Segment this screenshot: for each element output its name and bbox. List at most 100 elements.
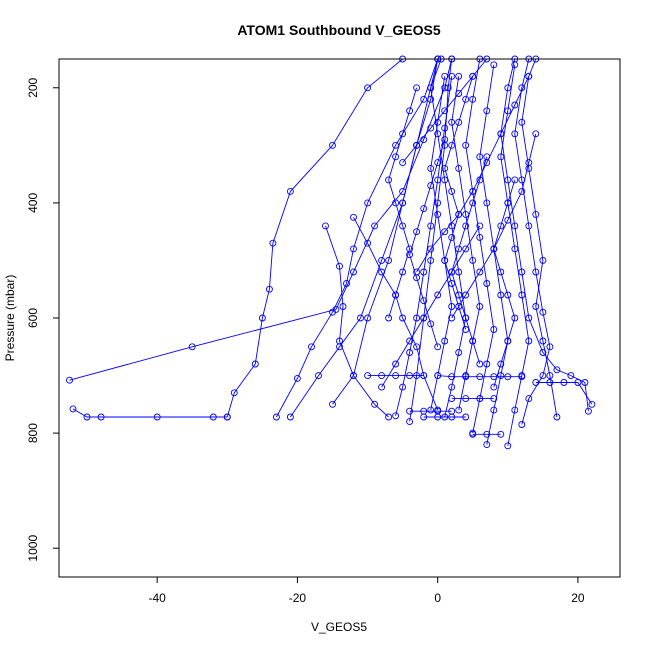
series-line: [226, 58, 403, 418]
data-point: [497, 130, 505, 138]
x-tick-label: -20: [289, 591, 307, 605]
data-point: [532, 268, 540, 276]
data-point: [434, 372, 442, 380]
series-line: [72, 408, 228, 418]
data-point: [476, 176, 484, 184]
data-point: [420, 95, 428, 103]
chart-title: ATOM1 Southbound V_GEOS5: [237, 22, 440, 38]
data-point: [392, 199, 400, 207]
data-point: [497, 372, 505, 380]
data-point: [532, 130, 540, 138]
data-point: [525, 72, 533, 80]
data-point: [483, 430, 491, 438]
data-point: [539, 349, 547, 356]
series-10: [406, 55, 456, 426]
data-point: [469, 187, 477, 195]
series-line: [465, 58, 495, 434]
data-point: [329, 400, 336, 408]
data-point: [350, 372, 357, 380]
data-point: [455, 90, 463, 97]
data-point: [504, 337, 512, 345]
series-23: [364, 372, 428, 380]
data-point: [265, 285, 273, 293]
data-point: [434, 199, 442, 207]
data-point: [392, 360, 400, 368]
data-point: [497, 291, 505, 299]
data-point: [539, 308, 547, 316]
y-axis: 200 400 600 800 1000: [26, 77, 59, 562]
series-line: [437, 375, 522, 378]
data-point: [441, 164, 449, 172]
data-point: [483, 199, 491, 207]
data-point: [490, 61, 498, 69]
data-point: [511, 314, 519, 322]
data-point: [560, 379, 568, 386]
data-point: [392, 412, 400, 420]
series-3: [223, 55, 407, 421]
data-point: [371, 400, 379, 408]
y-tick-label: 800: [26, 423, 40, 443]
data-point: [406, 107, 414, 115]
data-point: [469, 337, 477, 345]
data-point: [399, 222, 407, 230]
series-9: [378, 222, 484, 391]
data-point: [448, 141, 456, 149]
data-point: [406, 407, 414, 415]
data-point: [455, 210, 463, 218]
data-point: [518, 187, 526, 195]
data-point: [462, 222, 470, 230]
series-line: [69, 58, 453, 381]
data-point: [427, 164, 435, 172]
data-point: [490, 326, 498, 333]
data-point: [448, 187, 456, 195]
data-point: [378, 372, 386, 380]
data-point: [497, 153, 505, 161]
data-point: [483, 153, 491, 161]
data-point: [455, 164, 463, 172]
series-32: [448, 153, 491, 368]
data-point: [406, 337, 414, 345]
data-point: [448, 395, 456, 403]
data-point: [532, 379, 540, 386]
data-point: [511, 406, 519, 414]
series-line: [430, 76, 453, 411]
data-point: [490, 383, 498, 391]
data-point: [434, 210, 442, 218]
data-point: [483, 107, 491, 115]
data-point: [448, 268, 456, 276]
data-point: [308, 343, 315, 351]
data-point: [269, 239, 277, 247]
x-tick-label: 0: [434, 591, 441, 605]
series-21: [532, 379, 596, 408]
data-point: [329, 141, 336, 149]
data-point: [434, 176, 442, 184]
data-point: [441, 124, 449, 132]
data-point: [406, 245, 414, 253]
data-point: [413, 84, 421, 92]
data-point: [455, 245, 463, 253]
series-line: [388, 87, 418, 319]
data-point: [462, 141, 470, 149]
data-point: [392, 153, 400, 161]
series-line: [493, 179, 516, 388]
data-point: [455, 268, 463, 276]
series-line: [514, 58, 551, 425]
data-point: [469, 199, 477, 207]
series-line: [451, 133, 537, 319]
series-2: [69, 405, 231, 421]
data-point: [444, 84, 452, 92]
data-point: [490, 406, 498, 414]
data-point: [427, 182, 435, 190]
data-point: [399, 314, 407, 322]
data-point: [448, 314, 456, 322]
data-point: [392, 372, 400, 380]
data-point: [476, 268, 484, 276]
data-point: [69, 405, 77, 413]
data-point: [525, 222, 533, 230]
data-point: [448, 373, 456, 381]
data-point: [546, 372, 554, 380]
data-point: [378, 268, 386, 276]
series-line: [290, 58, 439, 418]
y-tick-label: 200: [26, 77, 40, 97]
